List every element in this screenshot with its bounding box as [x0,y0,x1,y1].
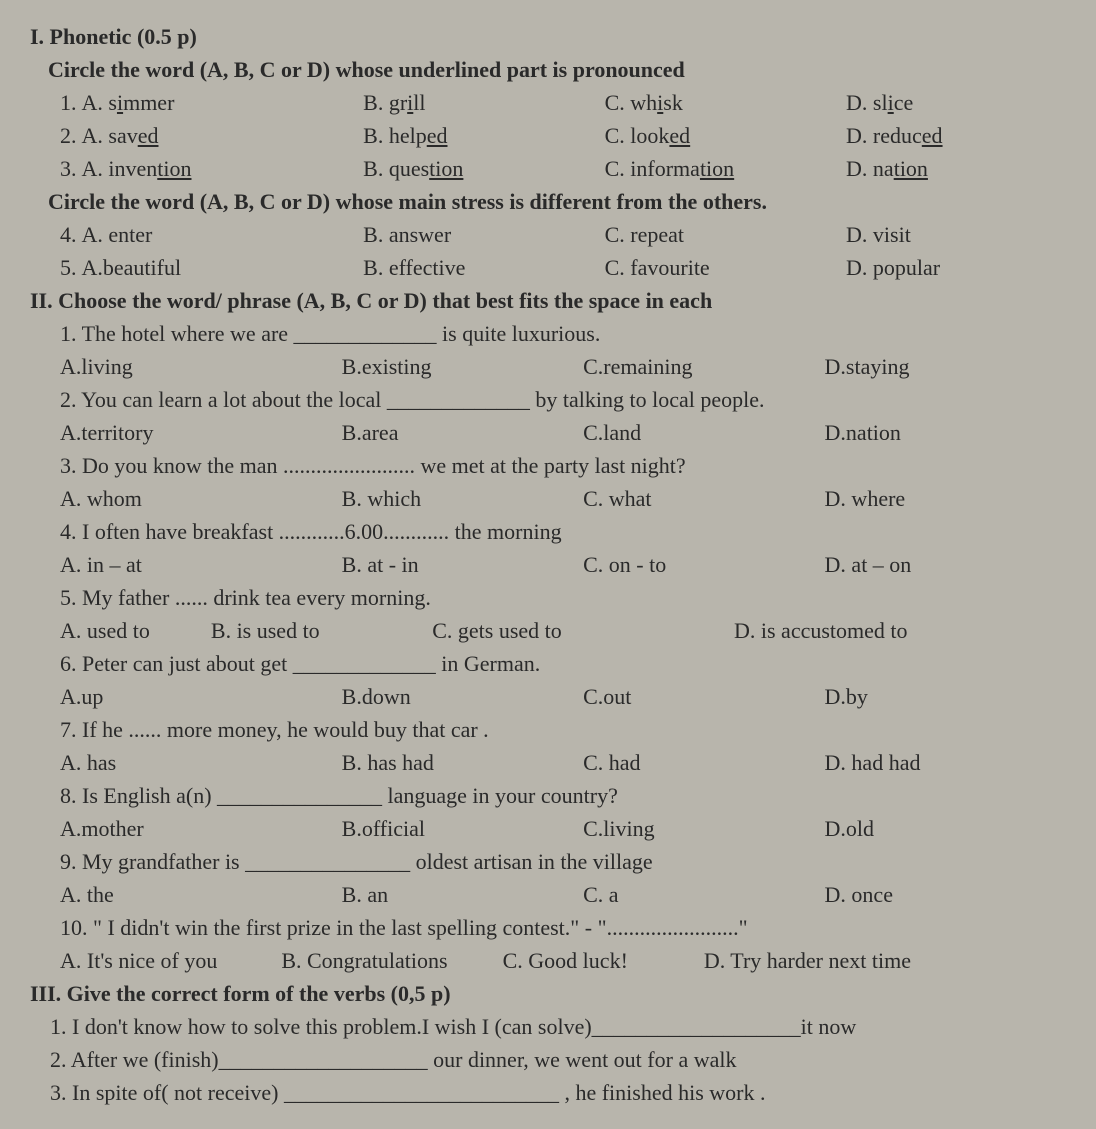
s2-q6-d: D.by [825,680,1066,713]
s2-q7-d: D. had had [825,746,1066,779]
s2-q3-c: C. what [583,482,824,515]
s2-q9-text: 9. My grandfather is _______________ old… [30,845,1066,878]
q1-row: 1. A. simmer B. grill C. whisk D. slice [30,86,1066,119]
s2-q1-opts: A.living B.existing C.remaining D.stayin… [30,350,1066,383]
s2-q9-c: C. a [583,878,824,911]
s2-q2-text: 2. You can learn a lot about the local _… [30,383,1066,416]
q3-row: 3. A. invention B. question C. informati… [30,152,1066,185]
s2-q2-c: C.land [583,416,824,449]
q1-opt-c: C. whisk [605,86,846,119]
s2-q4-d: D. at – on [825,548,1066,581]
q1-opt-d: D. slice [846,86,1087,119]
s2-q6-a: A.up [60,680,342,713]
s2-q9-d: D. once [825,878,1066,911]
q1-num: 1. [60,86,82,119]
s2-q3-opts: A. whom B. which C. what D. where [30,482,1066,515]
s2-q10-text: 10. " I didn't win the first prize in th… [30,911,1066,944]
s2-q2-opts: A.territory B.area C.land D.nation [30,416,1066,449]
s2-q5-opts: A. used to B. is used to C. gets used to… [30,614,1066,647]
q4-opt-b: B. answer [363,218,604,251]
q5-row: 5. A.beautiful B. effective C. favourite… [30,251,1066,284]
s2-q1-text: 1. The hotel where we are _____________ … [30,317,1066,350]
s2-q1-d: D.staying [825,350,1066,383]
s2-q6-c: C.out [583,680,824,713]
s2-q7-b: B. has had [342,746,583,779]
s2-q1-a: A.living [60,350,342,383]
s2-q3-text: 3. Do you know the man .................… [30,449,1066,482]
q5-opt-c: C. favourite [605,251,846,284]
s2-q10-b: B. Congratulations [281,944,502,977]
s2-q5-b: B. is used to [211,614,432,647]
instruction-2: Circle the word (A, B, C or D) whose mai… [30,185,1066,218]
s2-q5-a: A. used to [60,614,211,647]
s2-q1-c: C.remaining [583,350,824,383]
s2-q4-text: 4. I often have breakfast ............6.… [30,515,1066,548]
s2-q4-a: A. in – at [60,548,342,581]
instruction-1: Circle the word (A, B, C or D) whose und… [30,53,1066,86]
s2-q9-a: A. the [60,878,342,911]
q2-opt-b: B. helped [363,119,604,152]
s2-q7-a: A. has [60,746,342,779]
s3-q1: 1. I don't know how to solve this proble… [30,1010,1066,1043]
s2-q7-opts: A. has B. has had C. had D. had had [30,746,1066,779]
s2-q2-b: B.area [342,416,583,449]
s2-q8-opts: A.mother B.official C.living D.old [30,812,1066,845]
s2-q5-c: C. gets used to [432,614,734,647]
q3-opt-d: D. nation [846,152,1087,185]
q5-opt-b: B. effective [363,251,604,284]
s2-q3-b: B. which [342,482,583,515]
s2-q2-a: A.territory [60,416,342,449]
q2-opt-d: D. reduced [846,119,1087,152]
s2-q10-d: D. Try harder next time [704,944,1066,977]
q2-num: 2. [60,119,82,152]
s2-q10-a: A. It's nice of you [60,944,281,977]
s2-q10-c: C. Good luck! [503,944,704,977]
s2-q8-c: C.living [583,812,824,845]
s2-q7-c: C. had [583,746,824,779]
s2-q6-b: B.down [342,680,583,713]
q5-opt-a: A.beautiful [82,251,364,284]
s2-q8-text: 8. Is English a(n) _______________ langu… [30,779,1066,812]
s2-q5-d: D. is accustomed to [734,614,1066,647]
q4-num: 4. [60,218,82,251]
s2-q3-a: A. whom [60,482,342,515]
s2-q6-text: 6. Peter can just about get ____________… [30,647,1066,680]
s2-q3-d: D. where [825,482,1066,515]
s2-q5-text: 5. My father ...... drink tea every morn… [30,581,1066,614]
s2-q8-a: A.mother [60,812,342,845]
q4-opt-a: A. enter [82,218,364,251]
s2-q4-opts: A. in – at B. at - in C. on - to D. at –… [30,548,1066,581]
q3-opt-c: C. information [605,152,846,185]
q3-num: 3. [60,152,82,185]
s2-q10-opts: A. It's nice of you B. Congratulations C… [30,944,1066,977]
q5-num: 5. [60,251,82,284]
q1-opt-b: B. grill [363,86,604,119]
s2-q7-text: 7. If he ...... more money, he would buy… [30,713,1066,746]
q3-opt-a: A. invention [82,152,364,185]
s2-q9-opts: A. the B. an C. a D. once [30,878,1066,911]
s3-q2: 2. After we (finish)___________________ … [30,1043,1066,1076]
q2-opt-c: C. looked [605,119,846,152]
q2-opt-a: A. saved [82,119,364,152]
q4-opt-d: D. visit [846,218,1087,251]
s2-q8-b: B.official [342,812,583,845]
s2-q6-opts: A.up B.down C.out D.by [30,680,1066,713]
s2-q8-d: D.old [825,812,1066,845]
q3-opt-b: B. question [363,152,604,185]
s3-q3: 3. In spite of( not receive) ___________… [30,1076,1066,1109]
q4-opt-c: C. repeat [605,218,846,251]
section-2-header: II. Choose the word/ phrase (A, B, C or … [30,284,1066,317]
s2-q2-d: D.nation [825,416,1066,449]
q2-row: 2. A. saved B. helped C. looked D. reduc… [30,119,1066,152]
q5-opt-d: D. popular [846,251,1087,284]
s2-q1-b: B.existing [342,350,583,383]
section-1-header: I. Phonetic (0.5 p) [30,20,1066,53]
q4-row: 4. A. enter B. answer C. repeat D. visit [30,218,1066,251]
section-3-header: III. Give the correct form of the verbs … [30,977,1066,1010]
s2-q4-b: B. at - in [342,548,583,581]
s2-q4-c: C. on - to [583,548,824,581]
s2-q9-b: B. an [342,878,583,911]
q1-opt-a: A. simmer [82,86,364,119]
